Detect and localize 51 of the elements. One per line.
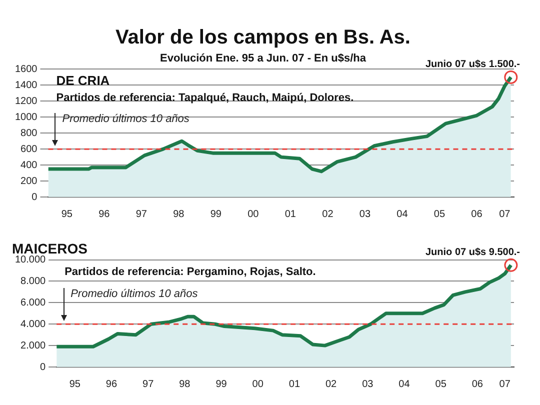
ref-line-label: Promedio últimos 10 años	[70, 288, 198, 300]
x-tick-label: 00	[252, 378, 264, 390]
y-tick-label: 0	[32, 192, 38, 203]
y-tick-label: 2.000	[20, 340, 46, 352]
x-tick-label: 98	[179, 378, 191, 390]
x-tick-label: 96	[106, 378, 118, 390]
annotation: Junio 07 u$s 9.500.-	[426, 246, 520, 258]
y-tick-label: 200	[20, 176, 38, 187]
y-tick-label: 1200	[14, 96, 38, 107]
x-tick-label: 04	[398, 378, 410, 390]
chart-title: Valor de los campos en Bs. As.	[116, 26, 410, 49]
annotation: Partidos de referencia: Pergamino, Rojas, Salto.	[64, 266, 316, 278]
y-tick-label: 10.000	[14, 254, 46, 266]
y-tick-label: 1400	[14, 80, 38, 91]
chart-subtitle: Evolución Ene. 95 a Jun. 07 - En u$s/ha	[160, 52, 367, 65]
x-tick-label: 01	[288, 378, 300, 390]
y-tick-label: 800	[20, 128, 38, 139]
x-tick-label: 97	[142, 378, 154, 390]
y-tick-label: 600	[20, 144, 38, 155]
x-tick-label: 02	[322, 208, 334, 220]
annotation: DE CRIA	[56, 72, 110, 88]
x-tick-label: 03	[362, 378, 374, 390]
y-tick-label: 4.000	[20, 318, 46, 330]
x-tick-label: 98	[173, 208, 185, 220]
x-tick-label: 05	[435, 378, 447, 390]
x-tick-label: 02	[325, 378, 338, 390]
x-tick-label: 99	[210, 208, 222, 220]
x-tick-label: 07	[499, 378, 511, 390]
x-tick-label: 97	[136, 208, 148, 220]
x-tick-label: 95	[61, 208, 73, 220]
y-tick-label: 400	[20, 160, 38, 171]
y-tick-label: 1000	[14, 112, 38, 123]
y-tick-label: 1600	[14, 64, 38, 75]
y-tick-label: 6.000	[20, 297, 46, 308]
x-tick-label: 03	[359, 208, 371, 220]
x-tick-label: 07	[499, 208, 511, 220]
x-tick-label: 99	[216, 378, 228, 390]
x-tick-label: 96	[98, 208, 110, 220]
x-tick-label: 05	[434, 208, 446, 220]
annotation: Partidos de referencia: Tapalqué, Rauch, Maipú, Dolores.	[56, 92, 354, 104]
x-tick-label: 04	[396, 208, 408, 220]
x-tick-label: 95	[69, 378, 81, 390]
x-tick-label: 01	[284, 208, 296, 220]
x-tick-label: 06	[472, 378, 484, 390]
annotation: Junio 07 u$s 1.500.-	[426, 58, 520, 70]
y-tick-label: 0	[40, 362, 46, 373]
y-tick-label: 8.000	[20, 276, 46, 287]
chart-title: MAICEROS	[12, 240, 88, 256]
x-tick-label: 06	[471, 208, 483, 220]
x-tick-label: 00	[248, 208, 260, 220]
ref-line-label: Promedio últimos 10 años	[62, 113, 190, 126]
